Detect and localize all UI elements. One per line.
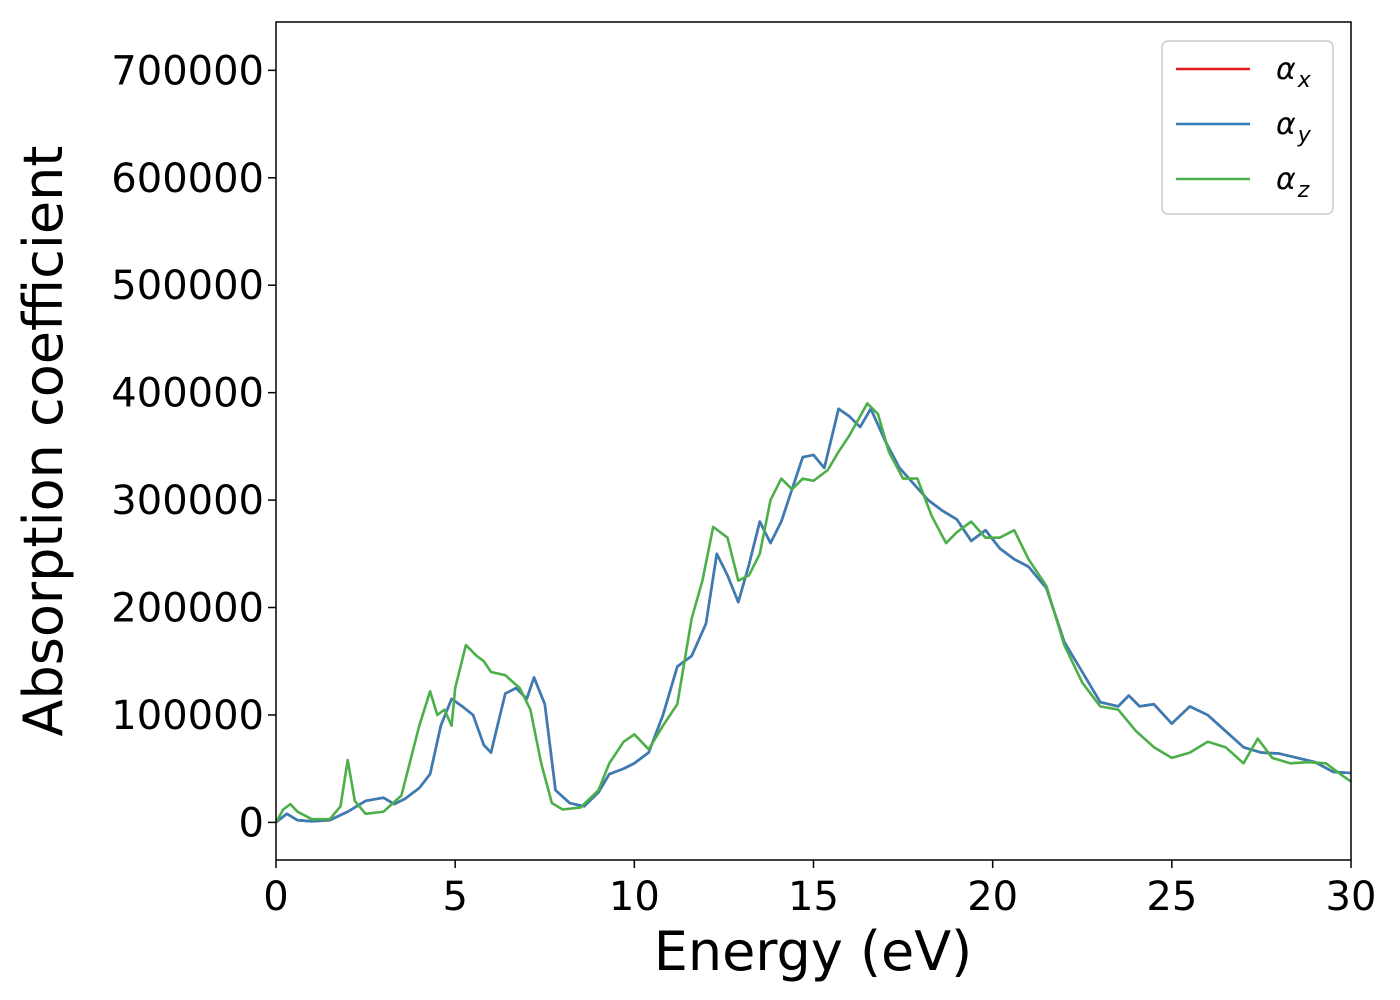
x-tick-label: 0 (263, 874, 288, 920)
legend-label-y: αy (1276, 107, 1312, 148)
x-tick-label: 10 (609, 874, 660, 920)
x-axis-title: Energy (eV) (654, 920, 973, 983)
x-tick-label: 5 (442, 874, 467, 920)
series-layer (274, 402, 1352, 824)
y-tick-label: 400000 (111, 371, 264, 417)
legend-label-x: αx (1276, 52, 1312, 93)
y-tick-label: 600000 (111, 156, 264, 202)
y-tick-label: 700000 (111, 48, 264, 94)
y-tick-label: 0 (239, 800, 264, 846)
x-tick-label: 25 (1146, 874, 1197, 920)
legend-box (1161, 40, 1334, 215)
legend: αx αy αz (1161, 40, 1334, 215)
y-tick-label: 300000 (111, 478, 264, 524)
legend-label-z: αz (1276, 162, 1310, 203)
x-axis-ticks: 0 5 10 15 20 25 30 (263, 860, 1376, 920)
x-tick-label: 20 (967, 874, 1018, 920)
series-line-z (274, 402, 1352, 824)
y-tick-label: 500000 (111, 263, 264, 309)
y-tick-label: 100000 (111, 693, 264, 739)
y-axis-title: Absorption coefficient (12, 146, 75, 737)
y-tick-label: 200000 (111, 586, 264, 632)
x-tick-label: 15 (788, 874, 839, 920)
x-tick-label: 30 (1326, 874, 1377, 920)
y-axis-ticks: 0 100000 200000 300000 400000 500000 600000 700… (111, 48, 276, 846)
